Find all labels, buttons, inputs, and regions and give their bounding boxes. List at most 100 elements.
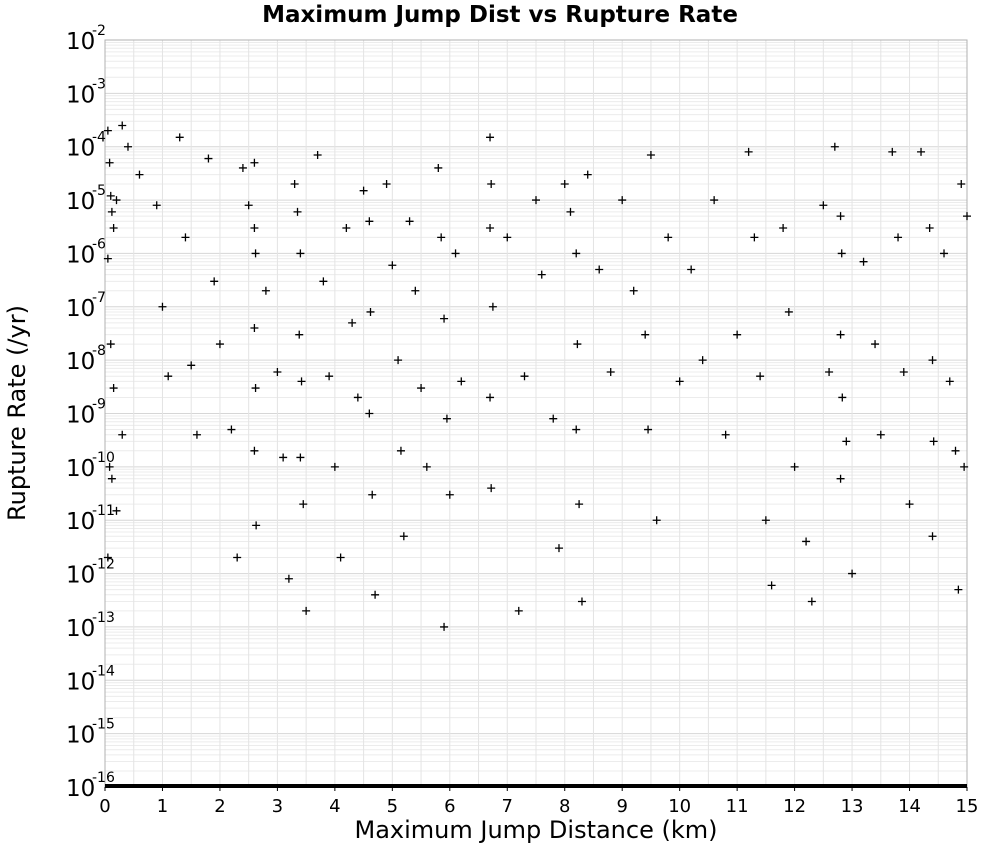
data-point [960,462,969,471]
data-point [486,393,495,402]
data-point [440,622,449,631]
data-point [295,330,304,339]
data-point [606,367,615,376]
data-point [486,133,495,142]
data-point [106,340,115,349]
x-tick-label: 10 [668,796,691,817]
data-point [118,430,127,439]
data-point [112,506,121,515]
x-axis-label: Maximum Jump Distance (km) [354,816,718,844]
x-tick-label: 5 [387,796,398,817]
data-point [888,147,897,156]
data-point [644,425,653,434]
data-point [250,223,259,232]
y-tick-exponent: -10 [92,450,115,466]
data-point [103,126,112,135]
data-point [251,384,260,393]
data-point [273,367,282,376]
data-point [411,286,420,295]
data-point [290,180,299,189]
y-tick-exponent: -4 [92,130,106,146]
y-tick-label: 10 [66,616,95,642]
data-point [488,302,497,311]
data-point [575,500,584,509]
data-point [336,553,345,562]
y-tick-exponent: -7 [92,290,106,306]
data-point [238,163,247,172]
data-point [251,249,260,258]
data-point [118,121,127,130]
data-point [252,521,261,530]
data-point [296,453,305,462]
y-tick-exponent: -11 [92,503,115,519]
data-point [929,437,938,446]
data-point [297,377,306,386]
data-point [761,516,770,525]
y-tick-exponent: -3 [92,76,106,92]
data-point [963,212,971,221]
data-point [819,201,828,210]
y-tick-label: 10 [66,669,95,695]
x-tick-label: 11 [726,796,749,817]
x-tick-label: 8 [559,796,570,817]
data-point [105,462,114,471]
data-point [859,257,868,266]
data-point [629,286,638,295]
data-point [951,446,960,455]
data-point [434,163,443,172]
data-point [838,393,847,402]
data-point [396,446,405,455]
data-point [837,249,846,258]
data-point [487,180,496,189]
data-point [802,537,811,546]
data-point [442,414,451,423]
y-tick-exponent: -12 [92,557,115,573]
y-tick-label: 10 [66,29,95,55]
data-point [342,223,351,232]
data-point [514,606,523,615]
y-tick-exponent: -15 [92,717,115,733]
data-point [675,377,684,386]
data-point [664,233,673,242]
data-point [710,196,719,205]
data-point [532,196,540,205]
data-point [451,249,460,258]
data-point [103,254,112,263]
x-tick-label: 13 [841,796,864,817]
data-point [152,201,161,210]
data-point [319,277,328,286]
data-point [925,223,934,232]
data-point [876,430,885,439]
y-tick-label: 10 [66,563,95,589]
data-point [210,277,219,286]
y-tick-exponent: -9 [92,397,106,413]
data-point [371,590,380,599]
data-point [109,384,118,393]
data-point [790,462,799,471]
y-tick-exponent: -14 [92,663,115,679]
data-point [779,223,788,232]
data-point [652,516,661,525]
data-point [905,500,914,509]
data-point [554,544,563,553]
data-point [192,430,201,439]
data-point [107,474,116,483]
x-tick-label: 15 [956,796,979,817]
data-point [250,158,259,167]
data-point [359,186,368,195]
data-point [848,569,857,578]
y-tick-label: 10 [66,189,95,215]
data-point [313,150,322,159]
x-tick-label: 7 [502,796,513,817]
y-tick-label: 10 [66,136,95,162]
data-point [698,356,707,365]
chart-title: Maximum Jump Dist vs Rupture Rate [262,2,738,28]
x-tick-label: 14 [898,796,921,817]
y-tick-label: 10 [66,776,95,802]
data-point [299,500,308,509]
y-tick-label: 10 [66,456,95,482]
data-point [940,249,949,258]
data-point [566,207,575,216]
data-point [520,372,529,381]
